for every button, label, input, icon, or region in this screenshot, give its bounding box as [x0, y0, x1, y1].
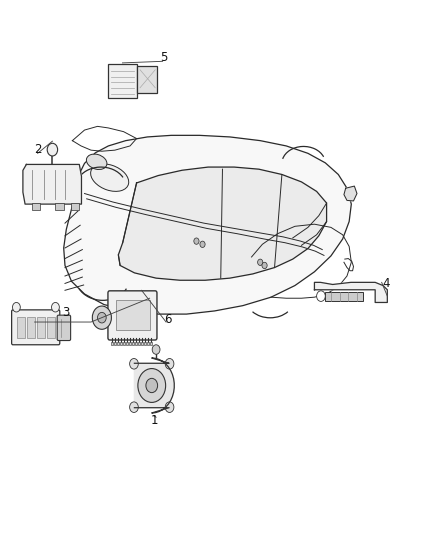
Circle shape	[194, 238, 199, 244]
Bar	[120, 342, 122, 345]
Polygon shape	[23, 165, 81, 204]
Polygon shape	[344, 186, 357, 201]
Bar	[138, 342, 140, 345]
Bar	[47, 317, 55, 338]
Polygon shape	[64, 135, 351, 314]
Bar	[148, 342, 149, 345]
Circle shape	[13, 302, 20, 312]
Polygon shape	[118, 167, 327, 280]
Text: 3: 3	[63, 306, 70, 319]
Ellipse shape	[91, 164, 129, 191]
Circle shape	[146, 378, 158, 393]
Circle shape	[130, 402, 138, 413]
Circle shape	[200, 241, 205, 247]
Circle shape	[165, 359, 174, 369]
Circle shape	[317, 291, 325, 301]
Circle shape	[92, 306, 111, 329]
Ellipse shape	[86, 154, 107, 169]
FancyBboxPatch shape	[108, 291, 157, 340]
FancyBboxPatch shape	[57, 315, 71, 341]
Bar	[27, 317, 35, 338]
Bar	[325, 292, 363, 301]
Bar	[111, 342, 113, 345]
Bar	[151, 342, 152, 345]
Circle shape	[152, 345, 160, 354]
Bar	[116, 300, 150, 330]
Circle shape	[47, 143, 58, 156]
Circle shape	[138, 368, 166, 402]
Bar	[123, 342, 125, 345]
Circle shape	[52, 302, 60, 312]
Text: 4: 4	[382, 277, 390, 290]
Bar	[126, 342, 128, 345]
Bar	[129, 342, 131, 345]
Bar	[141, 342, 143, 345]
Bar	[71, 203, 79, 211]
Circle shape	[130, 359, 138, 369]
Bar	[114, 342, 116, 345]
Bar	[32, 203, 40, 211]
Polygon shape	[314, 282, 387, 302]
Text: 5: 5	[160, 51, 167, 63]
Bar	[56, 203, 64, 211]
Text: 1: 1	[150, 415, 158, 427]
Bar	[108, 64, 137, 98]
FancyBboxPatch shape	[12, 310, 60, 345]
Circle shape	[258, 259, 263, 265]
Bar	[117, 342, 119, 345]
Bar	[135, 342, 137, 345]
Polygon shape	[134, 358, 174, 413]
Bar	[17, 317, 25, 338]
Bar	[132, 342, 134, 345]
Circle shape	[98, 312, 106, 323]
Bar	[37, 317, 45, 338]
Bar	[137, 66, 157, 93]
Bar	[145, 342, 146, 345]
Circle shape	[165, 402, 174, 413]
Text: 6: 6	[164, 313, 172, 326]
Text: 2: 2	[34, 143, 42, 156]
Circle shape	[262, 262, 267, 269]
